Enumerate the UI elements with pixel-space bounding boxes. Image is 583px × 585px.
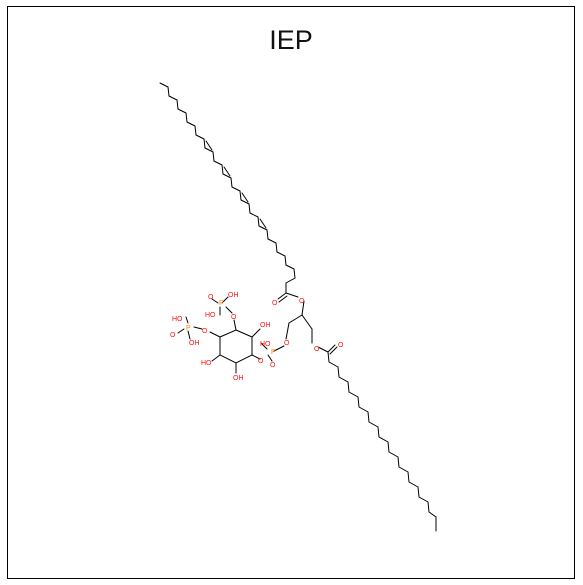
ring-substituent-bond (251, 354, 261, 360)
phosphate-bond (193, 326, 203, 330)
double-bond (223, 166, 231, 177)
atom-label-o: O (338, 342, 344, 349)
phosphate-bond (185, 316, 189, 324)
atom-label-oh: OH (233, 375, 244, 382)
carbonyl-bond (329, 346, 338, 355)
atom-label-o: O (270, 362, 276, 369)
phosphate-bond (211, 298, 219, 304)
carbonyl-bond (327, 344, 336, 353)
glycerol-bond (285, 322, 290, 340)
atom-label-oh: OH (228, 292, 239, 299)
phosphate-bond (221, 296, 229, 304)
atom-label-oh: HO (201, 360, 212, 367)
phosphate-bond (187, 330, 191, 340)
glycerol-bond (288, 314, 303, 324)
figure-frame: IEP (7, 6, 575, 579)
double-bond (241, 192, 249, 203)
atom-label-o: O (299, 298, 305, 305)
inositol-ring (219, 329, 253, 364)
atom-label-oh: HO (260, 341, 271, 348)
ring-substituent-bond (251, 328, 261, 338)
upper-acyl-chain (159, 82, 296, 294)
atom-label-o: O (170, 332, 176, 339)
phosphodiester-bond (267, 354, 273, 362)
atom-label-o: O (231, 314, 237, 321)
atom-label-p: P (271, 349, 276, 356)
atom-label-o: O (284, 340, 290, 347)
ring-substituent-bond (209, 331, 221, 338)
phosphate-bond (225, 306, 233, 314)
atom-label-o: O (208, 294, 214, 301)
phosphodiester-bond (273, 345, 285, 352)
atom-label-oh: HO (172, 316, 183, 323)
atom-label-oh: OH (260, 322, 271, 329)
glycerol-bond (301, 314, 313, 330)
atom-label-p: P (186, 325, 191, 332)
double-bond (259, 218, 267, 229)
atom-label-o: O (314, 346, 320, 353)
atom-label-o: O (202, 328, 208, 335)
atom-label-oh: OH (189, 340, 200, 347)
carbonyl-bond (278, 295, 288, 303)
glycerol-bond (301, 300, 305, 316)
atom-label-p: P (219, 300, 224, 307)
atom-label-oh: HO (205, 312, 216, 319)
ring-substituent-bond (211, 354, 221, 362)
double-bond (205, 140, 213, 151)
molecule-structure: O O O O O P HO O OH HO OH O P OH HO O O … (159, 82, 437, 532)
carbonyl-bond (277, 292, 287, 300)
ester-bond (285, 292, 299, 298)
figure-title: IEP (269, 25, 313, 55)
atom-label-o: O (258, 358, 264, 365)
ester-bond (317, 346, 329, 353)
phosphate-bond (177, 328, 185, 334)
lower-acyl-chain (327, 351, 437, 532)
phosphodiester-bond (260, 342, 268, 350)
atom-label-o: O (272, 300, 278, 307)
ring-substituent-bond (233, 319, 237, 331)
